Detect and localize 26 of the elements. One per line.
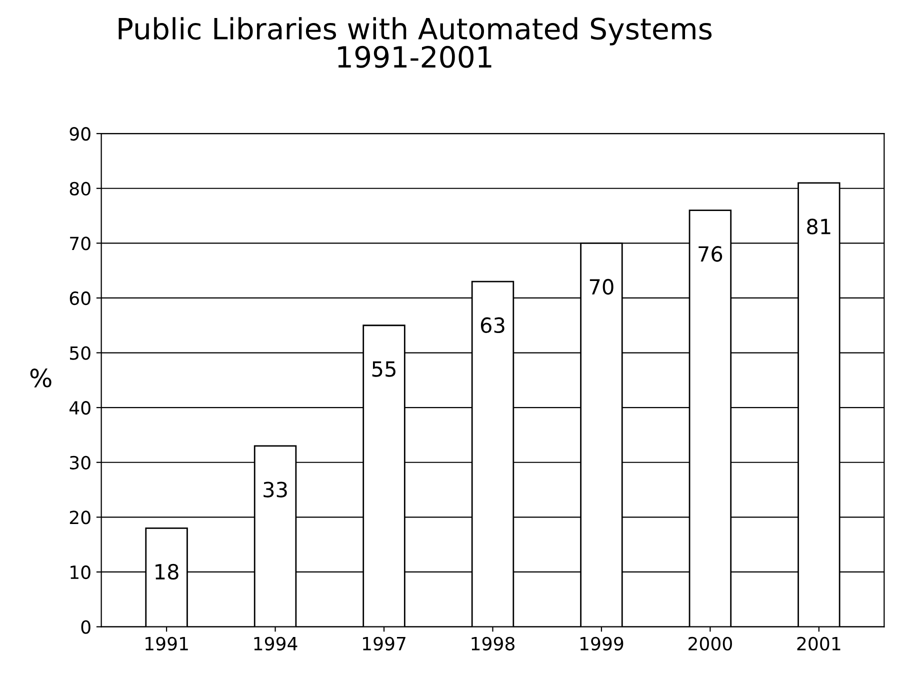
y-tick-label: 0 bbox=[81, 620, 90, 634]
chart-title: Public Libraries with Automated Systems 1991-2001 bbox=[118, 17, 712, 68]
y-tick-label: 30 bbox=[70, 456, 90, 470]
data-label: 33 bbox=[264, 482, 287, 498]
x-tick-label: 1994 bbox=[254, 636, 298, 650]
data-label: 18 bbox=[156, 564, 178, 580]
data-label: 63 bbox=[480, 317, 504, 334]
y-tick-label: 10 bbox=[70, 565, 90, 580]
y-tick-label: 20 bbox=[70, 510, 90, 524]
data-label: 55 bbox=[372, 361, 396, 377]
y-tick-label: 90 bbox=[70, 127, 90, 141]
data-label: 81 bbox=[807, 218, 830, 234]
y-tick-label: 80 bbox=[70, 182, 90, 196]
y-tick-label: 70 bbox=[70, 236, 90, 250]
y-tick-label: 50 bbox=[70, 346, 90, 360]
data-label: 70 bbox=[590, 278, 614, 295]
y-tick-label: 60 bbox=[70, 291, 90, 306]
x-tick-label: 2001 bbox=[797, 636, 840, 650]
y-axis-title: % bbox=[30, 368, 52, 388]
data-label: 76 bbox=[698, 246, 722, 262]
x-tick-label: 1998 bbox=[472, 636, 514, 650]
x-tick-label: 1997 bbox=[363, 636, 406, 650]
x-tick-label: 2000 bbox=[688, 636, 732, 650]
y-tick-label: 40 bbox=[69, 401, 90, 415]
x-tick-label: 1999 bbox=[580, 636, 624, 650]
x-tick-label: 1991 bbox=[146, 636, 188, 650]
